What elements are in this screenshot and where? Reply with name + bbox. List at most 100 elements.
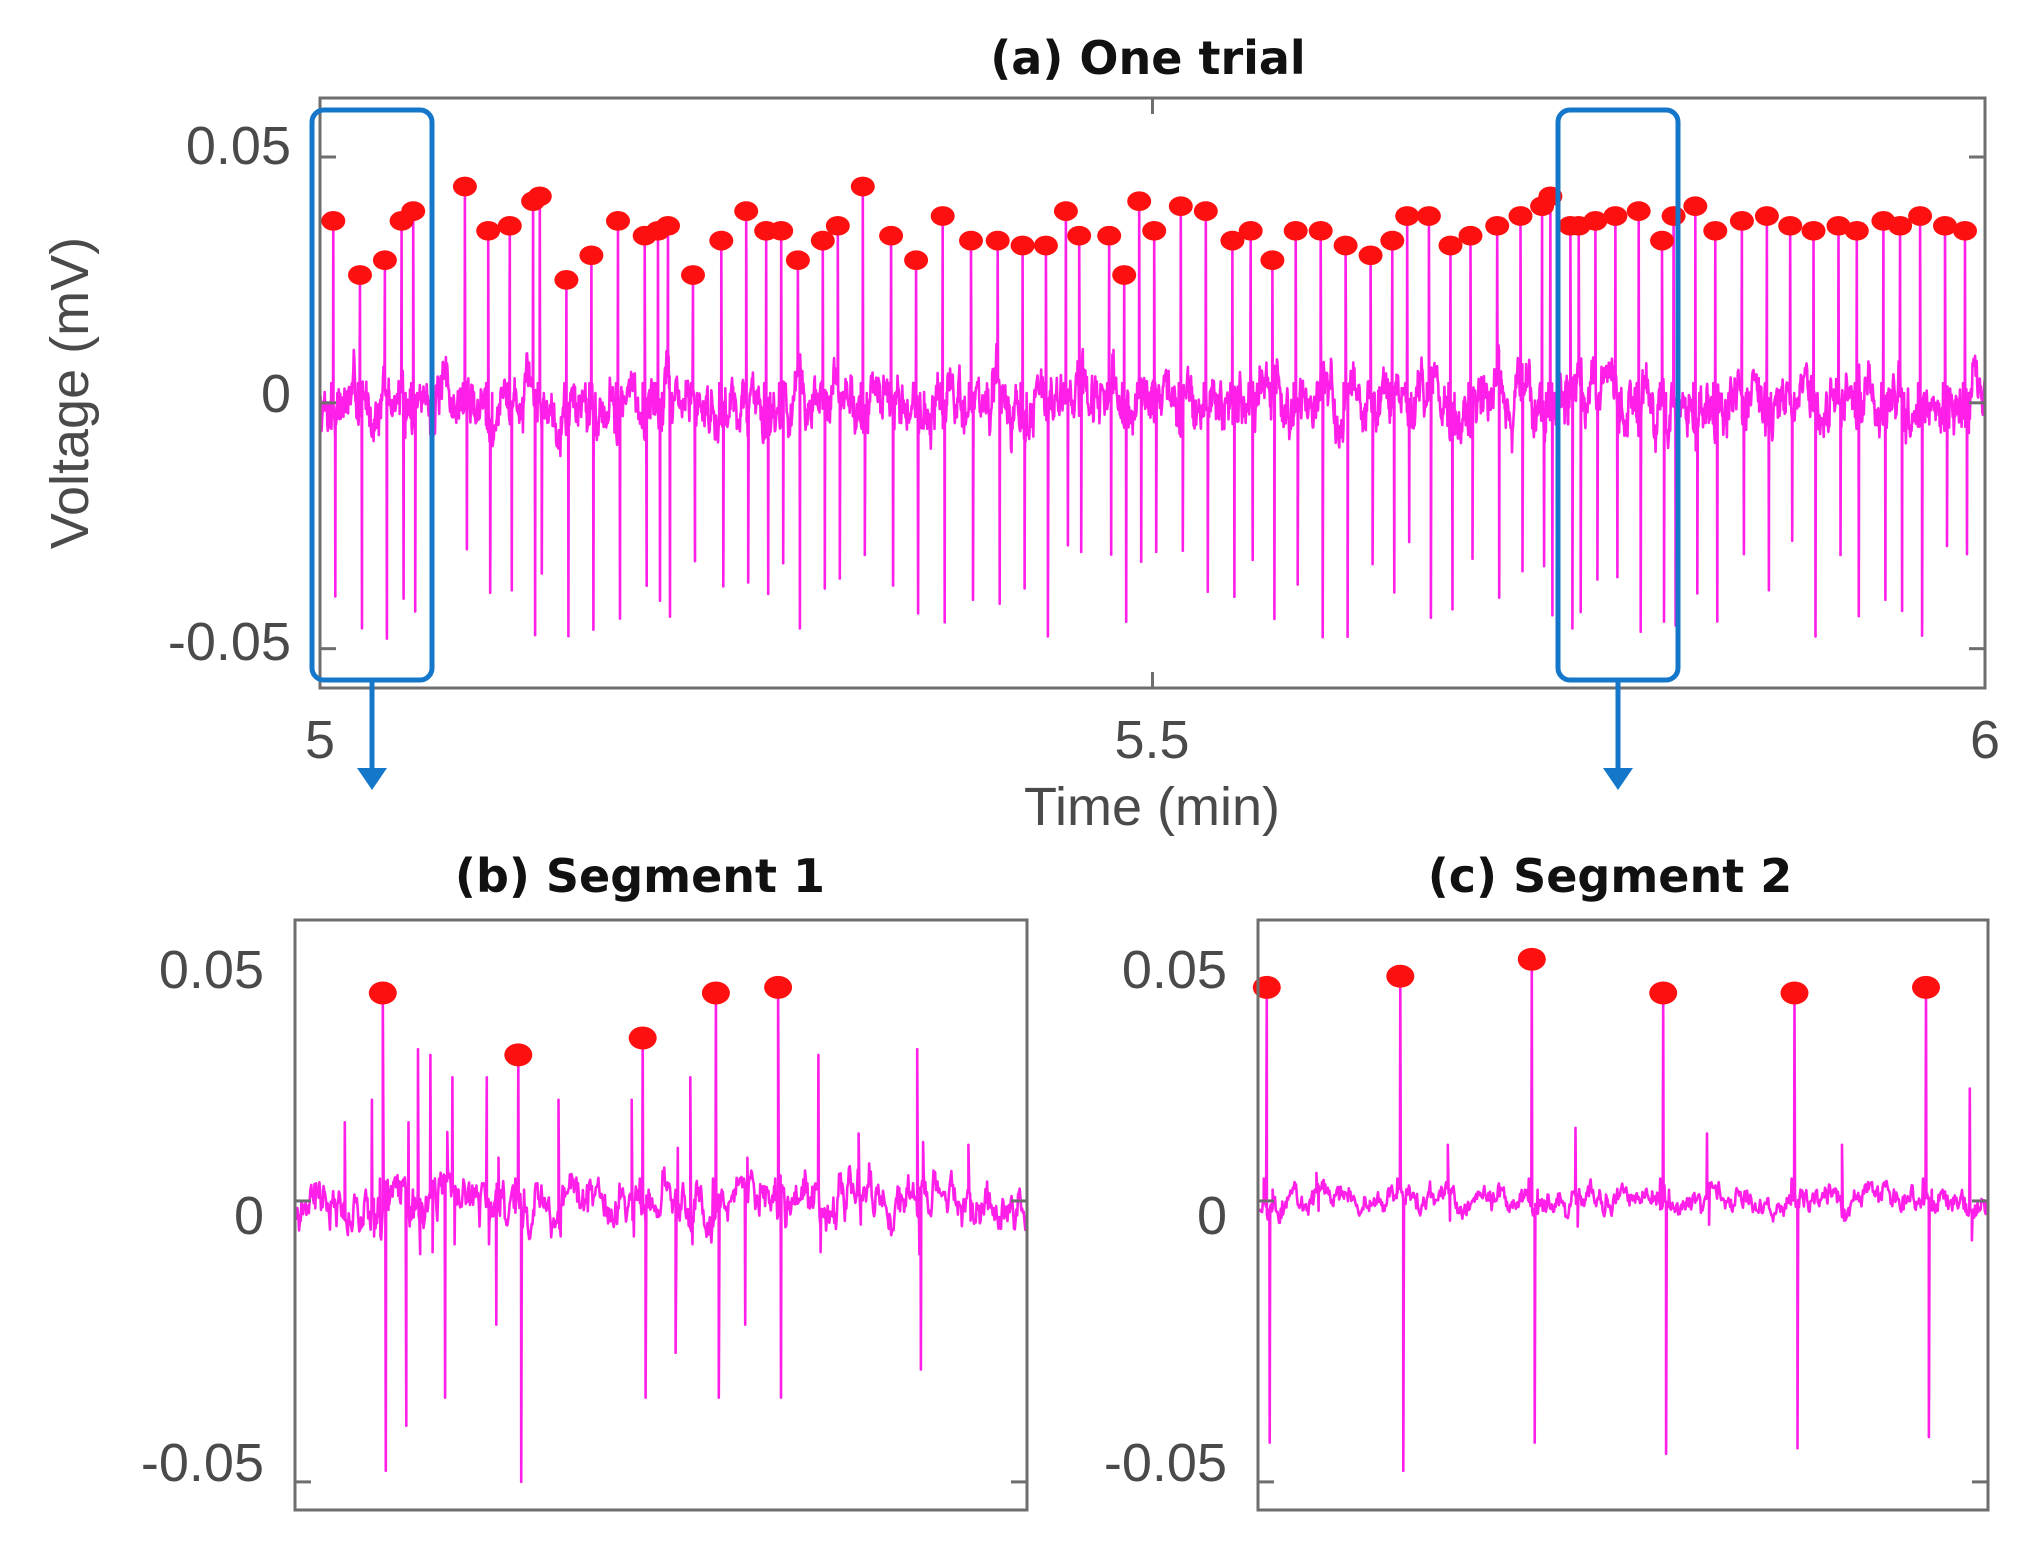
- trial-r-peak-marker: [1778, 215, 1803, 236]
- trial-ytick-label-zero: 0: [261, 364, 291, 424]
- trial-r-peak-marker: [1283, 220, 1308, 241]
- segment2-r-peak-marker: [1912, 975, 1940, 999]
- trial-r-peak-marker: [1626, 201, 1651, 221]
- trial-r-peak-marker: [554, 270, 579, 290]
- segment2-axes-frame: [1256, 918, 1990, 1512]
- segment2-signal-layer: [1256, 958, 1990, 1472]
- trial-r-peak-marker: [1703, 220, 1728, 241]
- trial-r-peak-marker: [1650, 230, 1674, 251]
- zoom-indicators: [309, 107, 1681, 790]
- trial-r-peak-marker: [734, 201, 759, 221]
- segment1-zoom-arrowhead: [357, 768, 387, 790]
- trial-r-peak-marker: [527, 186, 552, 207]
- segment1-r-peak-marker: [764, 975, 793, 999]
- trial-r-peak-marker: [1416, 206, 1441, 226]
- trial-r-peak-marker: [825, 215, 850, 236]
- segment2-r-peak-marker: [1780, 981, 1809, 1005]
- trial-r-peak-marker: [1583, 211, 1608, 231]
- trial-r-peak-marker: [769, 220, 794, 241]
- trial-r-peak-marker: [1358, 245, 1383, 266]
- segment2-ytick-label-zero: 0: [1197, 1186, 1227, 1246]
- trial-r-peak-marker: [1033, 235, 1058, 256]
- trial-title: (a) One trial: [990, 31, 1305, 85]
- trial-r-peak-marker: [1193, 201, 1218, 221]
- segment2-r-peak-marker: [1517, 947, 1546, 971]
- trial-xtick-label-mid: 5.5: [1114, 710, 1189, 770]
- trial-r-peak-marker: [1729, 211, 1754, 231]
- trial-r-peak-marker: [579, 245, 604, 266]
- trial-r-peak-marker: [1438, 235, 1463, 256]
- segment2-r-peak-marker: [1252, 975, 1281, 999]
- trial-r-peak-marker: [985, 230, 1010, 251]
- trial-r-peak-marker: [930, 206, 955, 226]
- trial-r-peak-marker: [348, 265, 372, 285]
- trial-r-peak-marker: [1661, 206, 1686, 226]
- trial-r-peak-marker: [1380, 230, 1405, 251]
- segment1-ytick-label-zero: 0: [234, 1186, 264, 1246]
- trial-r-peak-marker: [1112, 265, 1137, 285]
- trial-r-peak-marker: [1485, 215, 1510, 236]
- trial-r-peak-marker: [1826, 215, 1851, 236]
- trial-r-peak-marker: [321, 211, 346, 231]
- trial-r-peak-marker: [1168, 196, 1193, 217]
- trial-r-peak-marker: [1801, 220, 1826, 241]
- trial-x-axis-label: Time (min): [1024, 777, 1280, 837]
- trial-peak-layer: [321, 176, 1977, 290]
- trial-r-peak-marker: [709, 230, 734, 251]
- segment1-r-peak-marker: [368, 981, 397, 1005]
- trial-r-peak-marker: [1333, 235, 1358, 256]
- trial-r-peak-marker: [656, 215, 680, 236]
- trial-r-peak-marker: [1053, 201, 1078, 221]
- trial-r-peak-marker: [606, 211, 630, 231]
- segment1-panel: (b) Segment 1 0.05 0 -0.05: [141, 849, 1029, 1512]
- segment1-signal-line: [293, 986, 1029, 1484]
- trial-r-peak-marker: [879, 225, 904, 246]
- trial-r-peak-marker: [1908, 206, 1933, 226]
- segment2-signal-line: [1256, 958, 1990, 1472]
- trial-r-peak-marker: [1220, 230, 1245, 251]
- segment1-axes-frame: [293, 918, 1029, 1512]
- trial-r-peak-marker: [785, 250, 810, 271]
- segment1-tick-layer: [295, 918, 1027, 1484]
- trial-r-peak-marker: [681, 265, 705, 285]
- trial-r-peak-marker: [1953, 220, 1977, 241]
- segment2-ytick-label-bottom: -0.05: [1104, 1433, 1227, 1493]
- trial-r-peak-marker: [810, 230, 835, 251]
- segment1-peak-layer: [368, 975, 793, 1067]
- segment2-zoom-arrowhead: [1603, 768, 1633, 790]
- trial-signal-layer: [318, 185, 1987, 640]
- trial-ytick-label-bottom: -0.05: [168, 612, 291, 672]
- trial-r-peak-marker: [497, 215, 522, 236]
- trial-r-peak-marker: [476, 220, 501, 241]
- trial-r-peak-marker: [1127, 191, 1152, 212]
- trial-xtick-label-start: 5: [305, 710, 335, 770]
- trial-signal-line: [318, 185, 1987, 640]
- trial-r-peak-marker: [1683, 196, 1708, 217]
- trial-r-peak-marker: [1260, 250, 1285, 271]
- trial-r-peak-marker: [1508, 206, 1533, 226]
- segment2-r-peak-marker: [1649, 981, 1678, 1005]
- trial-r-peak-marker: [1308, 220, 1333, 241]
- segment2-panel: (c) Segment 2 0.05 0 -0.05: [1104, 849, 1990, 1512]
- segment1-signal-layer: [293, 986, 1029, 1484]
- segment1-title: (b) Segment 1: [455, 849, 825, 903]
- trial-r-peak-marker: [1603, 206, 1628, 226]
- trial-xtick-label-end: 6: [1970, 710, 2000, 770]
- trial-r-peak-marker: [959, 230, 983, 251]
- trial-r-peak-marker: [1395, 206, 1420, 226]
- segment2-ytick-label-top: 0.05: [1122, 940, 1227, 1000]
- trial-y-axis-label: Voltage (mV): [40, 237, 100, 549]
- trial-r-peak-marker: [1142, 220, 1167, 241]
- trial-r-peak-marker: [904, 250, 929, 271]
- trial-r-peak-marker: [1458, 225, 1483, 246]
- trial-r-peak-marker: [1933, 215, 1957, 236]
- trial-r-peak-marker: [452, 176, 477, 197]
- trial-r-peak-marker: [1010, 235, 1035, 256]
- trial-r-peak-marker: [1844, 220, 1869, 241]
- segment2-r-peak-marker: [1386, 964, 1415, 988]
- segment1-r-peak-marker: [504, 1043, 533, 1067]
- segment1-ytick-label-bottom: -0.05: [141, 1433, 264, 1493]
- segment2-title: (c) Segment 2: [1428, 849, 1792, 903]
- segment1-ytick-label-top: 0.05: [159, 940, 264, 1000]
